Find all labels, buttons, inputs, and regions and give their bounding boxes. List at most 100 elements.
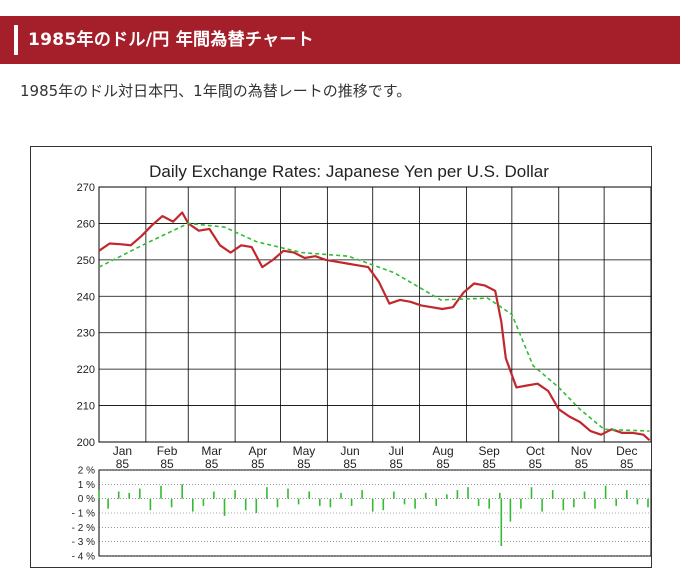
x-tick-year: 85 xyxy=(483,457,497,471)
change-y-tick-label: - 3 % xyxy=(72,537,95,548)
x-tick-year: 85 xyxy=(436,457,450,471)
chart-title: Daily Exchange Rates: Japanese Yen per U… xyxy=(149,162,549,181)
x-tick-year: 85 xyxy=(160,457,174,471)
change-bar xyxy=(213,491,215,499)
change-bar xyxy=(170,498,173,508)
x-tick-year: 85 xyxy=(297,457,311,471)
change-bar xyxy=(266,487,268,499)
x-tick-year: 85 xyxy=(529,457,543,471)
change-bar xyxy=(181,484,183,499)
change-bar xyxy=(562,498,565,511)
y-tick-label: 230 xyxy=(77,328,95,340)
change-bar xyxy=(160,485,162,499)
x-tick-month: Dec xyxy=(616,444,637,458)
change-bar xyxy=(424,492,427,499)
x-tick-year: 85 xyxy=(575,457,589,471)
change-bar xyxy=(128,492,130,499)
change-bar xyxy=(223,498,226,516)
x-tick-year: 85 xyxy=(116,457,130,471)
change-y-tick-label: 1 % xyxy=(78,480,95,491)
change-bar xyxy=(393,491,395,499)
change-bar xyxy=(202,498,205,506)
change-bar xyxy=(319,498,321,506)
y-tick-label: 200 xyxy=(77,437,95,449)
x-tick-month: Jan xyxy=(113,444,132,458)
change-bars-group xyxy=(98,484,649,546)
change-bar xyxy=(414,498,416,509)
change-bar xyxy=(255,498,258,513)
change-bar xyxy=(139,488,141,499)
change-bar xyxy=(117,491,120,499)
y-tick-label: 270 xyxy=(77,182,95,194)
change-bar xyxy=(499,492,501,499)
change-bar xyxy=(192,498,194,512)
change-bar xyxy=(541,498,543,512)
main-plot-border xyxy=(98,186,651,443)
change-bar xyxy=(509,498,512,522)
change-bar xyxy=(361,490,363,499)
chart-frame: 270 260 250 240 230 220 210 200 Jan 85 Feb 85 Mar 85… xyxy=(30,146,652,568)
change-bar xyxy=(382,498,385,511)
change-y-tick-label: - 2 % xyxy=(72,523,95,534)
average-rate-line xyxy=(98,222,650,432)
change-bar xyxy=(500,498,503,546)
change-bar xyxy=(403,498,406,505)
change-bar xyxy=(467,487,469,499)
y-tick-label: 250 xyxy=(77,255,95,267)
x-tick-year: 85 xyxy=(205,457,219,471)
y-tick-label: 220 xyxy=(77,364,95,376)
change-bar xyxy=(626,490,628,499)
y-tick-label: 240 xyxy=(77,291,95,303)
x-tick-month: Apr xyxy=(248,444,267,458)
change-bar xyxy=(488,498,490,509)
change-y-tick-label: 2 % xyxy=(78,466,95,477)
main-y-axis: 270 260 250 240 230 220 210 200 xyxy=(77,182,95,449)
daily-rate-line xyxy=(98,211,651,442)
change-bar xyxy=(329,498,332,508)
x-tick-month: Mar xyxy=(201,444,222,458)
change-bar xyxy=(287,488,289,499)
main-x-axis: Jan85Feb85Mar85Apr85May85Jun85Jul85Aug85… xyxy=(113,444,638,471)
main-series-group xyxy=(98,211,651,442)
change-bar xyxy=(551,490,554,499)
x-tick-year: 85 xyxy=(251,457,265,471)
change-bar xyxy=(647,498,649,508)
change-bar xyxy=(456,490,459,499)
change-bar xyxy=(276,498,279,508)
x-tick-year: 85 xyxy=(343,457,357,471)
x-tick-month: Oct xyxy=(526,444,545,458)
change-bar xyxy=(583,491,586,499)
x-tick-year: 85 xyxy=(620,457,634,471)
change-y-axis: 2 % 1 % 0 % - 1 % - 2 % - 3 % - 4 % xyxy=(72,466,95,563)
x-tick-month: Sep xyxy=(479,444,501,458)
change-bar xyxy=(604,485,607,499)
change-bar xyxy=(350,498,353,506)
header-accent xyxy=(14,25,18,55)
change-bar xyxy=(340,492,342,499)
change-bar xyxy=(636,498,639,505)
change-bar xyxy=(308,491,310,499)
change-bar xyxy=(615,498,617,506)
change-y-tick-label: - 4 % xyxy=(72,552,95,563)
main-plot-grid xyxy=(98,186,651,443)
page-header: 1985年のドル/円 年間為替チャート xyxy=(0,16,680,64)
change-bar xyxy=(98,490,100,499)
change-bar xyxy=(520,498,522,509)
change-bar xyxy=(107,498,109,509)
intro-text: 1985年のドル対日本円、1年間の為替レートの推移です。 xyxy=(20,82,412,100)
x-tick-year: 85 xyxy=(389,457,403,471)
change-bar xyxy=(446,494,448,499)
change-bar xyxy=(297,498,300,505)
change-bar xyxy=(477,498,480,506)
x-tick-month: Jul xyxy=(389,444,404,458)
